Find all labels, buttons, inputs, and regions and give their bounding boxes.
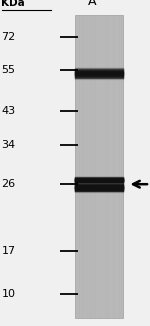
Text: 17: 17 [2, 246, 16, 256]
Text: 43: 43 [2, 106, 16, 116]
Text: 26: 26 [2, 179, 16, 189]
Text: 10: 10 [2, 289, 15, 299]
Text: 72: 72 [2, 33, 16, 42]
Text: A: A [88, 0, 96, 8]
Text: 55: 55 [2, 65, 15, 75]
Bar [75, 15, 123, 318]
Text: 34: 34 [2, 140, 16, 150]
Text: KDa: KDa [2, 0, 25, 8]
